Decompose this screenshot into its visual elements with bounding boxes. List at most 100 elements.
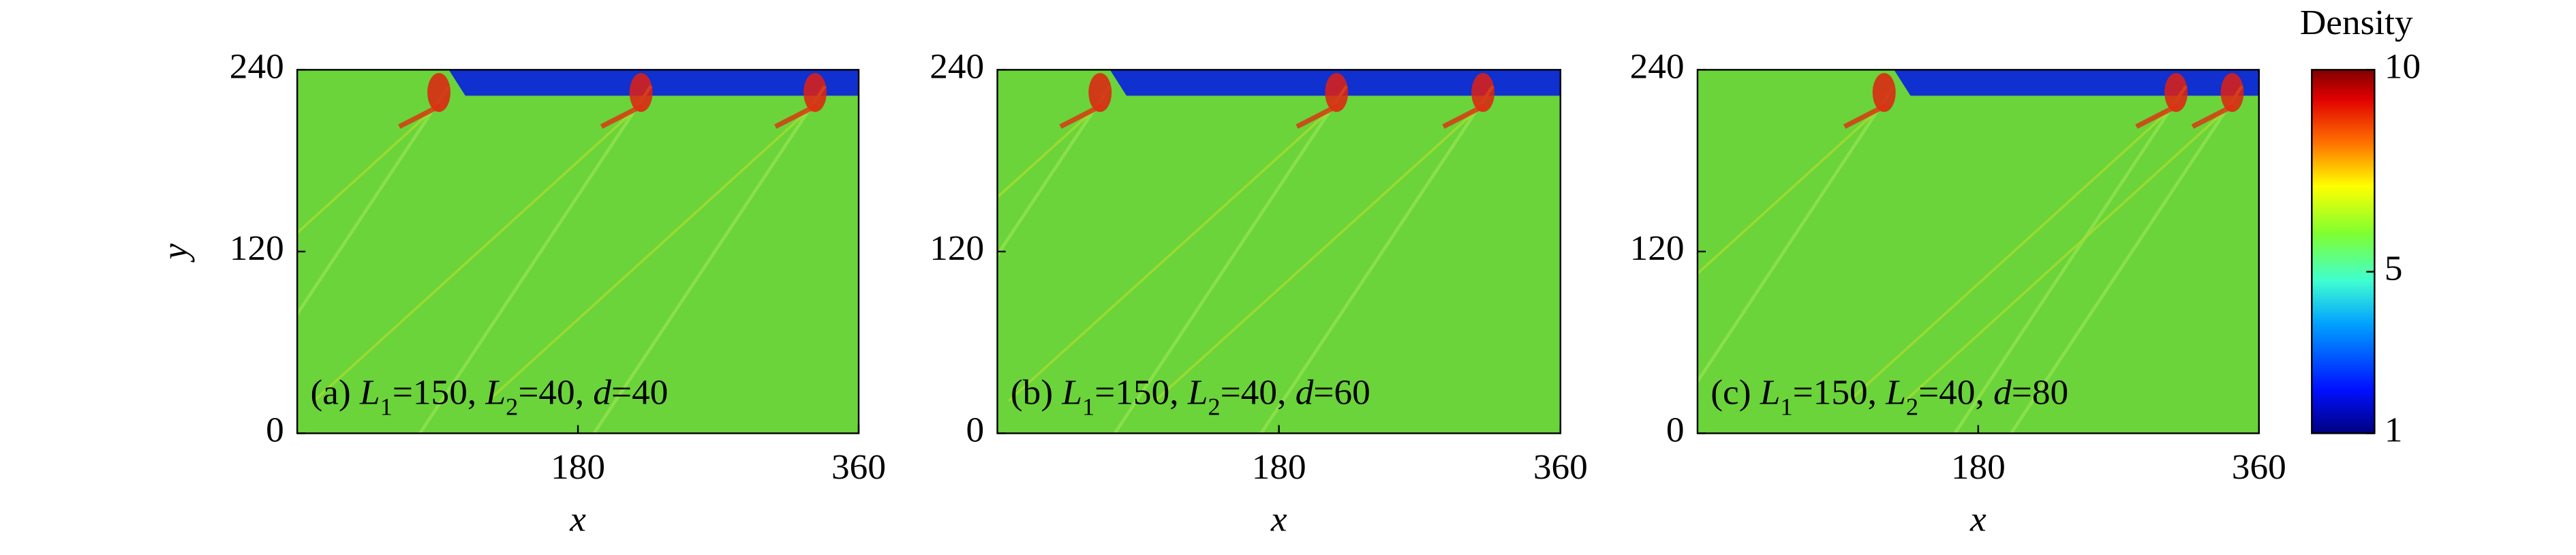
y-tick-label: 240 xyxy=(930,47,984,86)
colorbar-tick-label: 1 xyxy=(2385,410,2403,449)
y-tick-label: 240 xyxy=(1630,47,1685,86)
high-density-streak xyxy=(1059,103,1103,129)
heatmap-field xyxy=(997,70,1561,434)
annotation-part: L xyxy=(1885,373,1906,412)
high-density-streak xyxy=(2135,103,2179,129)
annotation-part: =150, xyxy=(1094,373,1188,412)
high-density xyxy=(803,73,827,112)
annotation-part: =40, xyxy=(518,373,593,412)
annotation-part: =40, xyxy=(1918,373,1993,412)
low-density-region xyxy=(1894,70,2259,96)
panel-annotation: (b) L1=150, L2=40, d=60 xyxy=(1011,373,1370,421)
y-tick-label: 0 xyxy=(266,410,284,449)
colorbar-title: Density xyxy=(2300,3,2413,42)
annotation-part: 1 xyxy=(1082,393,1094,421)
panel-annotation: (c) L1=150, L2=40, d=80 xyxy=(1711,373,2068,421)
y-tick-label: 120 xyxy=(230,228,284,267)
x-tick-label: 180 xyxy=(1252,448,1306,487)
high-density-streak xyxy=(1295,103,1340,129)
annotation-part: 1 xyxy=(380,393,393,421)
heatmap xyxy=(997,70,1561,434)
y-tick-label: 240 xyxy=(230,47,284,86)
y-axis-label: y xyxy=(155,243,196,263)
colorbar-tick-label: 5 xyxy=(2385,249,2403,288)
high-density xyxy=(1872,73,1896,112)
shock-front xyxy=(297,85,450,317)
annotation-part: 2 xyxy=(1208,393,1221,421)
y-tick-label: 120 xyxy=(930,228,984,267)
high-density-streak xyxy=(2191,103,2235,129)
shock-trail xyxy=(487,109,810,402)
high-density xyxy=(2164,73,2188,112)
annotation-part: =150, xyxy=(393,373,486,412)
annotation-part: =60 xyxy=(1313,373,1370,412)
high-density-streak xyxy=(774,103,818,129)
x-tick-label: 360 xyxy=(831,448,886,487)
annotation-part: (b) xyxy=(1011,373,1062,412)
annotation-part: =40 xyxy=(611,373,668,412)
high-density xyxy=(629,73,653,112)
annotation-part: d xyxy=(1295,373,1314,412)
annotation-part: (a) xyxy=(311,373,360,412)
x-tick-label: 180 xyxy=(1951,448,2006,487)
shock-front xyxy=(1697,85,1896,385)
x-tick-label: 180 xyxy=(551,448,605,487)
x-axis-label: x xyxy=(1969,500,1987,539)
colorbar-tick-label: 10 xyxy=(2385,47,2421,86)
shock-front xyxy=(1112,85,1348,434)
shock-trail xyxy=(297,109,433,235)
shock-front xyxy=(418,85,653,434)
heatmap-field xyxy=(297,70,859,434)
shock-trail xyxy=(1904,109,2227,402)
annotation-part: =80 xyxy=(2012,373,2068,412)
high-density-streak xyxy=(600,103,644,129)
shock-front xyxy=(592,85,827,434)
y-tick-label: 0 xyxy=(1666,410,1685,449)
annotation-part: 2 xyxy=(1906,393,1918,421)
annotation-part: L xyxy=(1760,373,1781,412)
shock-front xyxy=(997,85,1111,258)
heatmap xyxy=(297,70,859,434)
x-tick-label: 360 xyxy=(2232,448,2286,487)
y-tick-label: 120 xyxy=(1630,228,1685,267)
panel-annotation: (a) L1=150, L2=40, d=40 xyxy=(311,373,669,421)
heatmap xyxy=(1697,70,2259,434)
high-density xyxy=(1088,73,1112,112)
high-density-streak xyxy=(1442,103,1486,129)
heatmap-field xyxy=(1697,70,2259,434)
annotation-part: d xyxy=(593,373,611,412)
annotation-part: 1 xyxy=(1780,393,1792,421)
high-density xyxy=(1471,73,1495,112)
x-axis-label: x xyxy=(1270,500,1287,539)
shock-front xyxy=(1259,85,1494,434)
annotation-part: L xyxy=(1187,373,1208,412)
high-density xyxy=(2220,73,2244,112)
annotation-part: L xyxy=(1061,373,1082,412)
shock-front xyxy=(1952,85,2188,434)
low-density-region xyxy=(448,70,859,96)
high-density xyxy=(427,73,451,112)
x-tick-label: 360 xyxy=(1533,448,1588,487)
x-axis-label: x xyxy=(569,500,586,539)
shock-trail xyxy=(1154,109,1477,402)
high-density-streak xyxy=(1843,103,1887,129)
shock-trail xyxy=(997,109,1094,199)
annotation-part: =150, xyxy=(1793,373,1886,412)
annotation-part: 2 xyxy=(506,393,518,421)
annotation-part: (c) xyxy=(1711,373,1760,412)
high-density-streak xyxy=(398,103,442,129)
shock-trail xyxy=(1848,109,2171,402)
shock-front xyxy=(2009,85,2244,434)
shock-trail xyxy=(1007,109,1331,402)
colorbar xyxy=(2311,69,2376,434)
annotation-part: L xyxy=(359,373,380,412)
high-density xyxy=(1325,73,1349,112)
shock-trail xyxy=(1697,109,1879,275)
annotation-part: =40, xyxy=(1221,373,1295,412)
shock-trail xyxy=(313,109,636,402)
annotation-part: d xyxy=(1993,373,2012,412)
annotation-part: L xyxy=(485,373,506,412)
y-tick-label: 0 xyxy=(966,410,984,449)
